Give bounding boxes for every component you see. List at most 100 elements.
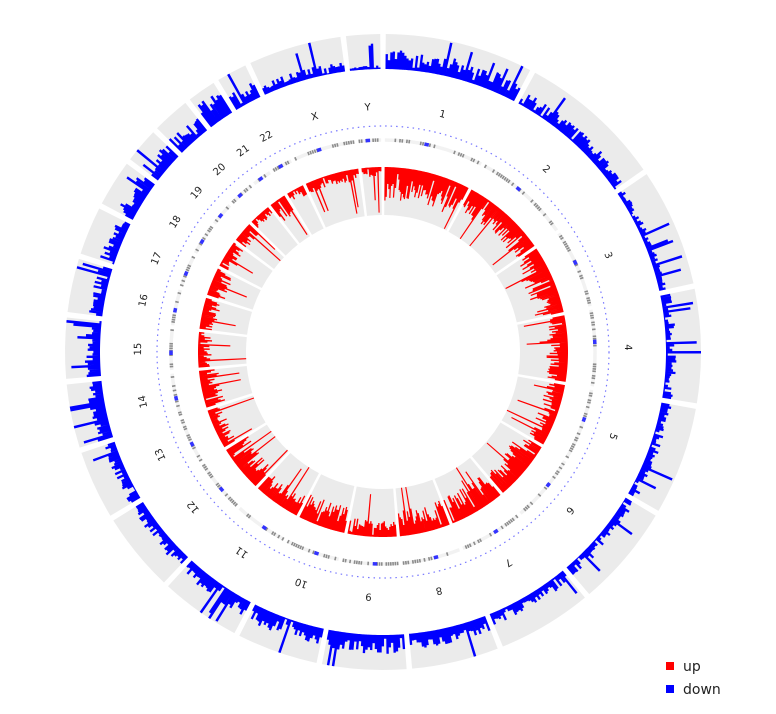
ideogram-chr6 <box>519 460 567 515</box>
down-bars-chr15 <box>66 320 102 378</box>
ideogram-chr3 <box>557 232 592 307</box>
ideogram-chr15 <box>169 328 174 371</box>
chr-label-14: 14 <box>137 394 150 409</box>
sector-outer-chr7 <box>489 570 585 647</box>
legend: up down <box>666 659 721 698</box>
chr-label-9: 9 <box>365 590 372 601</box>
down-bars-chr5 <box>628 402 673 497</box>
up-bars-chrY <box>361 167 382 213</box>
chr-label-17: 17 <box>149 251 164 267</box>
centromere-chr21 <box>257 176 264 182</box>
up-bars-chr21 <box>270 195 308 236</box>
sector-inner-chrY <box>361 167 382 216</box>
chr-label-Y: Y <box>363 102 372 113</box>
cytobands-chr3 <box>558 234 592 304</box>
centromere-chr16 <box>172 307 178 313</box>
ideogram-chr11 <box>238 506 285 541</box>
up-bars-chr6 <box>486 439 542 493</box>
centromere-chr10 <box>313 550 320 556</box>
centromere-chr22 <box>277 163 284 169</box>
centromere-chr11 <box>261 525 268 531</box>
cytobands-chr1 <box>394 138 480 165</box>
chr-label-18: 18 <box>168 214 184 231</box>
down-bars-chr3 <box>617 191 683 291</box>
up-bars-chr19 <box>235 224 281 262</box>
chr-label-8: 8 <box>434 584 443 596</box>
centromere-chr8 <box>433 555 439 560</box>
centromere-chr12 <box>218 486 225 493</box>
up-bars-chr11 <box>257 467 310 516</box>
chr-label-22: 22 <box>258 129 274 145</box>
up-bars-chr3 <box>505 248 564 316</box>
down-bars-chr14 <box>69 380 114 444</box>
down-bars-chrX <box>262 42 346 95</box>
cytobands-chr9 <box>342 558 399 566</box>
up-bars-chr22 <box>287 185 308 200</box>
up-bars-chr15 <box>198 331 247 368</box>
chromosome-ideogram <box>156 125 610 579</box>
chr-label-19: 19 <box>189 185 206 202</box>
cytobands-chr7 <box>464 514 519 549</box>
down-bars-chr1 <box>385 42 524 102</box>
centromere-chr15 <box>169 350 173 355</box>
sector-backgrounds <box>65 34 702 670</box>
down-bars-chr9 <box>326 629 406 667</box>
centromere-chr20 <box>237 192 243 199</box>
sector-outer-chr11 <box>168 560 251 634</box>
down-bars-chr17 <box>100 221 131 265</box>
centromere-chr3 <box>572 259 578 266</box>
down-bars-chr7 <box>489 570 578 625</box>
chr-label-X: X <box>310 111 320 124</box>
up-bars-chr7 <box>443 467 501 524</box>
chr-label-5: 5 <box>606 431 619 441</box>
down-track <box>66 42 701 667</box>
down-bars-chrY <box>349 43 381 71</box>
centromere-chr1 <box>424 142 430 147</box>
sector-outer-chr3 <box>617 174 694 291</box>
sector-outer-chrY <box>345 34 381 71</box>
down-bars-chr20 <box>168 118 208 153</box>
centromere-chr9 <box>372 562 378 566</box>
chr-label-13: 13 <box>153 446 168 462</box>
ideogram-chr18 <box>193 225 214 254</box>
up-track <box>198 167 569 538</box>
chr-label-10: 10 <box>294 575 310 590</box>
up-bars-chr5 <box>506 383 566 445</box>
cytobands-chr15 <box>169 329 174 368</box>
ideogram-chr10 <box>286 539 340 562</box>
down-bars-chr4 <box>660 293 701 400</box>
up-bars-chr10 <box>299 494 348 533</box>
centromere-chr13 <box>189 441 195 447</box>
ideogram-chr16 <box>170 289 182 326</box>
up-bars-chr13 <box>207 397 255 448</box>
up-bars-chrX <box>305 168 359 214</box>
down-bars-chr10 <box>250 604 324 654</box>
down-bars-chr22 <box>227 73 261 110</box>
chr-label-11: 11 <box>234 544 251 560</box>
cytobands-chr16 <box>171 291 182 323</box>
up-bars-chr1 <box>384 167 469 229</box>
legend-swatch-down <box>666 685 674 693</box>
up-bars-chr14 <box>198 369 241 408</box>
chr-label-4: 4 <box>622 344 633 351</box>
down-bars-chr6 <box>566 497 633 575</box>
cytobands-chr10 <box>286 539 337 561</box>
down-bars-chr11 <box>186 560 251 622</box>
centromere-chrY <box>365 138 371 143</box>
chr-label-15: 15 <box>133 343 144 356</box>
dotted-ring <box>156 125 610 579</box>
sector-outer-chr18 <box>101 163 155 220</box>
cytobands-chr12 <box>201 463 238 507</box>
down-bars-chr13 <box>92 441 141 503</box>
ideogram-chrX <box>293 140 355 161</box>
up-bars-chr9 <box>347 494 397 538</box>
centromere-chr2 <box>515 186 522 192</box>
cytobands-chrX <box>294 140 355 161</box>
down-bars-chr19 <box>136 145 179 181</box>
up-bars-chr8 <box>397 487 450 537</box>
cytobands-chr4 <box>589 312 597 384</box>
ideogram-chr17 <box>179 255 196 287</box>
chr-label-16: 16 <box>137 293 150 308</box>
